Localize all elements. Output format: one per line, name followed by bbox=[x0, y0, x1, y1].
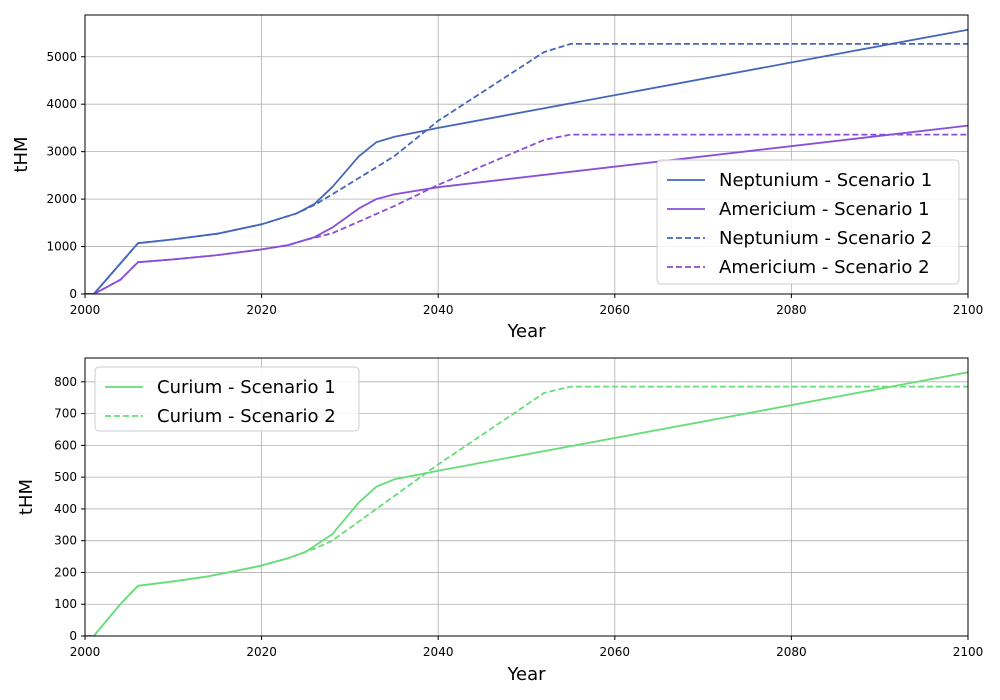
y-tick-label: 5000 bbox=[46, 50, 77, 64]
y-tick-label: 100 bbox=[54, 597, 77, 611]
y-axis-label: tHM bbox=[16, 479, 37, 515]
y-tick-label: 1000 bbox=[46, 240, 77, 254]
legend-box bbox=[656, 159, 960, 285]
series-line-4 bbox=[85, 133, 968, 294]
chart-panel-1: 2000 2020 2040 2060 2080 2100 0 1000 2000 3000 400… bbox=[11, 14, 984, 342]
x-tick-label: 2040 bbox=[423, 303, 454, 317]
legend: Neptunium - Scenario 1 Americium - Scenar… bbox=[656, 159, 960, 285]
y-tick-label: 400 bbox=[54, 502, 77, 516]
legend-entry: Neptunium - Scenario 1 bbox=[719, 170, 932, 191]
y-tick-label: 300 bbox=[54, 534, 77, 548]
legend: Curium - Scenario 1 Curium - Scenario 2 bbox=[94, 366, 360, 432]
y-tick-label: 4000 bbox=[46, 97, 77, 111]
y-axis-label: tHM bbox=[11, 136, 32, 172]
y-tick-label: 200 bbox=[54, 565, 77, 579]
plot-frame bbox=[84, 14, 969, 295]
x-tick-label: 2000 bbox=[70, 303, 101, 317]
y-tick-label: 3000 bbox=[46, 145, 77, 159]
legend-box bbox=[94, 366, 360, 432]
plot-frame bbox=[84, 357, 969, 637]
x-tick-label: 2000 bbox=[70, 645, 101, 659]
x-tick-label: 2100 bbox=[953, 303, 984, 317]
series-line-1 bbox=[85, 371, 968, 636]
x-tick-label: 2020 bbox=[246, 645, 277, 659]
x-axis-label: Year bbox=[506, 664, 546, 685]
legend-entry: Curium - Scenario 2 bbox=[157, 406, 336, 427]
y-tick-label: 0 bbox=[69, 287, 77, 301]
series-line-3 bbox=[85, 43, 968, 294]
y-tick-label: 2000 bbox=[46, 192, 77, 206]
x-tick-label: 2060 bbox=[600, 645, 631, 659]
y-tick-label: 700 bbox=[54, 407, 77, 421]
x-tick-label: 2040 bbox=[423, 645, 454, 659]
legend-entry: Americium - Scenario 1 bbox=[719, 199, 930, 220]
y-tick-label: 500 bbox=[54, 470, 77, 484]
series-line-2 bbox=[85, 385, 968, 636]
legend-entry: Curium - Scenario 1 bbox=[157, 377, 336, 398]
x-tick-label: 2020 bbox=[246, 303, 277, 317]
x-tick-label: 2060 bbox=[600, 303, 631, 317]
legend-entry: Neptunium - Scenario 2 bbox=[719, 228, 932, 249]
y-tick-label: 800 bbox=[54, 375, 77, 389]
x-tick-label: 2080 bbox=[776, 645, 807, 659]
x-axis-label: Year bbox=[506, 321, 546, 342]
chart-panel-2: 2000 2020 2040 2060 2080 2100 0 100 200 300 400 500… bbox=[16, 357, 984, 685]
x-tick-label: 2100 bbox=[953, 645, 984, 659]
legend-entry: Americium - Scenario 2 bbox=[719, 257, 930, 278]
y-tick-label: 0 bbox=[69, 629, 77, 643]
x-tick-label: 2080 bbox=[776, 303, 807, 317]
y-tick-label: 600 bbox=[54, 438, 77, 452]
